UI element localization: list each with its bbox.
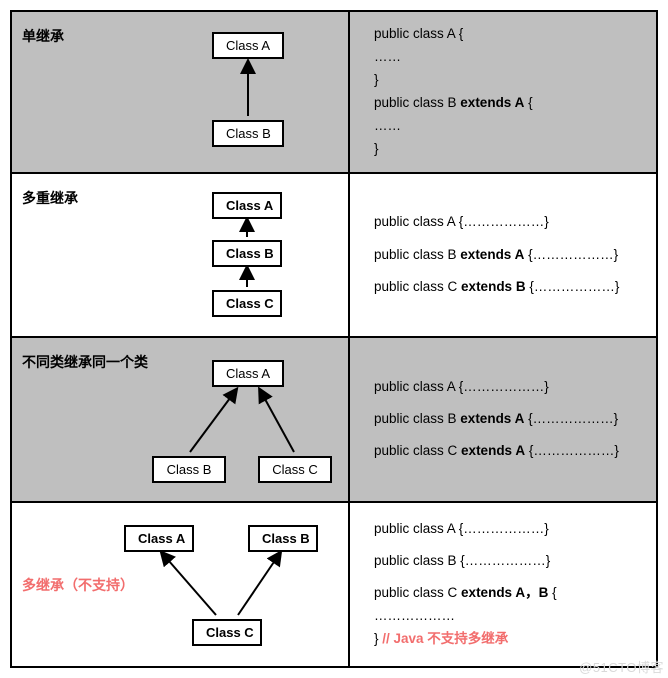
class-node: Class A [212, 32, 284, 59]
code-cell: public class A {………………} public class B e… [350, 338, 656, 501]
code-line [374, 431, 636, 440]
diagram-arrows [12, 12, 350, 174]
code-line [374, 266, 636, 275]
class-node: Class B [212, 240, 282, 267]
class-node: Class A [212, 360, 284, 387]
code-line: public class B extends A {………………} [374, 244, 636, 267]
code-line [374, 573, 636, 582]
watermark: @51CTO博客 [579, 657, 664, 676]
diagram-cell: 不同类继承同一个类 Class AClass BClass C [12, 338, 350, 501]
class-node: Class B [152, 456, 226, 483]
code-line: public class B extends A { [374, 92, 636, 115]
code-line: public class C extends B {………………} [374, 276, 636, 299]
code-cell: public class A {………………} public class B {… [350, 503, 656, 666]
inheritance-grid: 单继承 Class AClass Bpublic class A { ……}pu… [10, 10, 658, 668]
row-1: 多重继承 Class AClass BClass Cpublic class A… [12, 174, 656, 338]
code-line [374, 234, 636, 243]
code-line: public class A {………………} [374, 518, 636, 541]
code-line: } // Java 不支持多继承 [374, 628, 636, 651]
diagram-cell: 多继承（不支持） Class AClass BClass C [12, 503, 350, 666]
code-line: } [374, 138, 636, 161]
code-line: public class C extends A {………………} [374, 440, 636, 463]
class-node: Class B [212, 120, 284, 147]
code-line: public class B extends A {………………} [374, 408, 636, 431]
class-node: Class B [248, 525, 318, 552]
row-3: 多继承（不支持） Class AClass BClass Cpublic cla… [12, 503, 656, 666]
code-cell: public class A { ……}public class B exten… [350, 12, 656, 172]
code-line: public class A {………………} [374, 211, 636, 234]
class-node: Class C [212, 290, 282, 317]
class-node: Class A [212, 192, 282, 219]
class-node: Class A [124, 525, 194, 552]
code-cell: public class A {………………} public class B e… [350, 174, 656, 336]
class-node: Class C [258, 456, 332, 483]
code-line [374, 399, 636, 408]
diagram-cell: 单继承 Class AClass B [12, 12, 350, 172]
code-line [374, 541, 636, 550]
code-line: public class C extends A，B { [374, 582, 636, 605]
diagram-cell: 多重继承 Class AClass BClass C [12, 174, 350, 336]
row-0: 单继承 Class AClass Bpublic class A { ……}pu… [12, 12, 656, 174]
code-line: ……………… [374, 605, 636, 628]
diagram-wrap: 单继承 Class AClass Bpublic class A { ……}pu… [0, 0, 668, 678]
code-line: public class A { [374, 23, 636, 46]
code-line: …… [374, 115, 636, 138]
row-2: 不同类继承同一个类 Class AClass BClass Cpublic cl… [12, 338, 656, 503]
code-line: public class A {………………} [374, 376, 636, 399]
code-line: public class B {………………} [374, 550, 636, 573]
code-line: } [374, 69, 636, 92]
class-node: Class C [192, 619, 262, 646]
diagram-arrows [12, 174, 350, 338]
code-line: …… [374, 46, 636, 69]
